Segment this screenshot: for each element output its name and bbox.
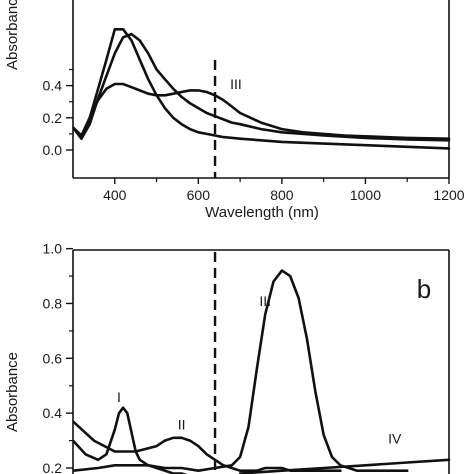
panel-a-x-tick-label: 600 [187,187,211,203]
panel-b-letter: b [417,274,431,304]
panel-b-series-3-line [73,269,409,472]
panel-a-x-tick-label: 1200 [433,187,464,203]
panel-b-curve-label: II [178,417,186,433]
panel-b-y-tick-label: 0.2 [43,460,63,474]
panel-b-y-axis-title: Absorbance [4,352,21,432]
panel-a-curve-label: III [230,76,242,92]
panel-a-x-tick-label: 400 [103,187,127,203]
panel-a-x-axis-title: Wavelength (nm) [205,204,319,221]
panel-b-series-2-line [73,420,342,472]
panel-a-y-tick-label: 0.2 [43,110,63,126]
panel-a-x-tick-label: 1000 [350,187,381,203]
panel-b-curve-label: III [259,293,271,309]
panel-b-curve-label: IV [388,430,402,446]
panel-b-y-tick-label: 0.6 [43,350,63,366]
panel-a-y-axis-title: Absorbance [4,0,21,70]
panel-a-series-3-line [73,28,451,150]
panel-a-axes [72,0,450,179]
panel-b-axes [72,249,450,474]
panel-a: 400 600 800 1000 1200 0.0 0.2 0.4 III Waveleng… [4,0,465,221]
panel-b-y-ticks: 0.2 0.4 0.6 0.8 1.0 [43,241,73,474]
panel-a-x-ticks: 400 600 800 1000 1200 [103,178,465,203]
panel-b-y-tick-label: 0.8 [43,295,63,311]
panel-a-y-tick-label: 0.4 [43,78,63,94]
panel-a-series-1-line [73,82,451,140]
panel-b-y-tick-label: 1.0 [43,241,63,257]
panel-a-y-tick-label: 0.0 [43,142,63,158]
panel-a-curves [73,28,451,150]
panel-b-series-1-line [73,406,188,474]
panel-b-curves [73,269,451,474]
panel-b-curve-label: I [117,389,121,405]
panel-b-y-tick-label: 0.4 [43,405,63,421]
panel-a-x-tick-label: 800 [270,187,294,203]
panel-a-annotations: III [230,76,242,92]
panel-a-y-ticks: 0.0 0.2 0.4 [43,68,73,158]
panel-a-series-2-line [73,32,451,142]
panel-b-series-4-line [238,458,451,474]
